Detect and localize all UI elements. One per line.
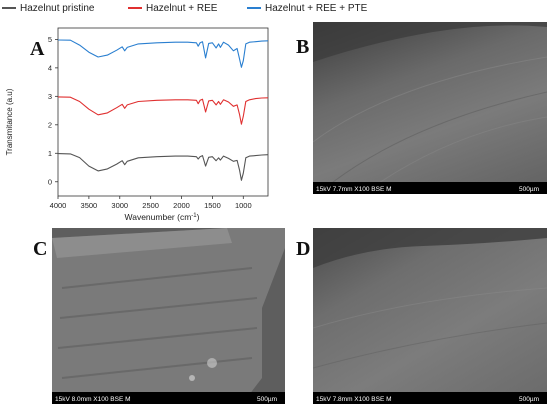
y-tick-label: 0: [48, 177, 52, 186]
plot-frame: [57, 27, 269, 197]
x-tick-label: 1000: [235, 201, 252, 210]
x-tick-label: 1500: [204, 201, 221, 210]
sem-image-d: 15kV 7.8mm X100 BSE M 500µm: [313, 228, 547, 404]
legend-item-ree: Hazelnut + REE: [128, 3, 217, 14]
sem-texture-c: [52, 228, 285, 404]
legend-label-ree-pte: Hazelnut + REE + PTE: [265, 3, 368, 14]
panel-label-b: B: [296, 36, 310, 58]
series-line-0: [57, 153, 269, 181]
panel-label-c: C: [33, 238, 48, 260]
series-line-1: [57, 96, 269, 125]
sem-texture-d: [313, 228, 547, 369]
panel-label-d: D: [296, 238, 311, 260]
sem-info-bar-d: 15kV 7.8mm X100 BSE M 500µm: [313, 392, 547, 404]
x-tick-label: 2500: [142, 201, 159, 210]
legend-item-ree-pte: Hazelnut + REE + PTE: [247, 3, 367, 14]
sem-image-b: 15kV 7.7mm X100 BSE M 500µm: [313, 22, 547, 194]
y-tick-label: 2: [48, 120, 52, 129]
x-tick-label: 3000: [111, 201, 128, 210]
x-axis-label-main: Wavenumber (cm: [125, 212, 192, 222]
x-axis-label: Wavenumber (cm-1): [125, 212, 200, 222]
sem-info-c: 15kV 8.0mm X100 BSE M: [55, 396, 131, 403]
sem-info-b: 15kV 7.7mm X100 BSE M: [316, 186, 392, 193]
y-axis-label: Transmitance (a.u): [5, 88, 14, 155]
sem-scale-b: 500µm: [518, 186, 539, 193]
y-tick-label: 1: [48, 149, 52, 158]
x-tick-label: 2000: [173, 201, 190, 210]
y-tick-label: 5: [48, 35, 52, 44]
chart-legend: Hazelnut pristine Hazelnut + REE Hazelnu…: [0, 0, 550, 22]
x-tick-label: 4000: [50, 201, 67, 210]
sem-info-d: 15kV 7.8mm X100 BSE M: [316, 396, 392, 403]
legend-swatch-pristine: [2, 7, 16, 10]
sem-scale-d: 500µm: [518, 396, 539, 403]
ftir-chart: 4000 3500 3000 2500 2000 1500 1000 0 1 2 3 4 5 Trans…: [5, 27, 269, 222]
legend-item-pristine: Hazelnut pristine: [2, 3, 94, 14]
series-line-2: [57, 39, 269, 68]
y-tick-label: 4: [48, 63, 52, 72]
x-axis-label-sup: -1: [191, 213, 197, 219]
x-axis-label-end: ): [197, 212, 200, 222]
plot-area: 4000 3500 3000 2500 2000 1500 1000 0 1 2 3 4 5: [48, 27, 269, 210]
y-tick-label: 3: [48, 92, 52, 101]
sem-image-c: 15kV 8.0mm X100 BSE M 500µm: [52, 228, 285, 404]
legend-swatch-ree: [128, 7, 142, 10]
legend-swatch-ree-pte: [247, 7, 261, 10]
legend-label-pristine: Hazelnut pristine: [20, 3, 95, 14]
panel-label-a: A: [30, 38, 45, 60]
legend-label-ree: Hazelnut + REE: [146, 3, 218, 14]
sem-info-bar-b: 15kV 7.7mm X100 BSE M 500µm: [313, 182, 547, 194]
x-tick-label: 3500: [81, 201, 98, 210]
sem-texture-b: [313, 22, 547, 188]
sem-scale-c: 500µm: [256, 396, 277, 403]
sem-info-bar-c: 15kV 8.0mm X100 BSE M 500µm: [52, 392, 285, 404]
